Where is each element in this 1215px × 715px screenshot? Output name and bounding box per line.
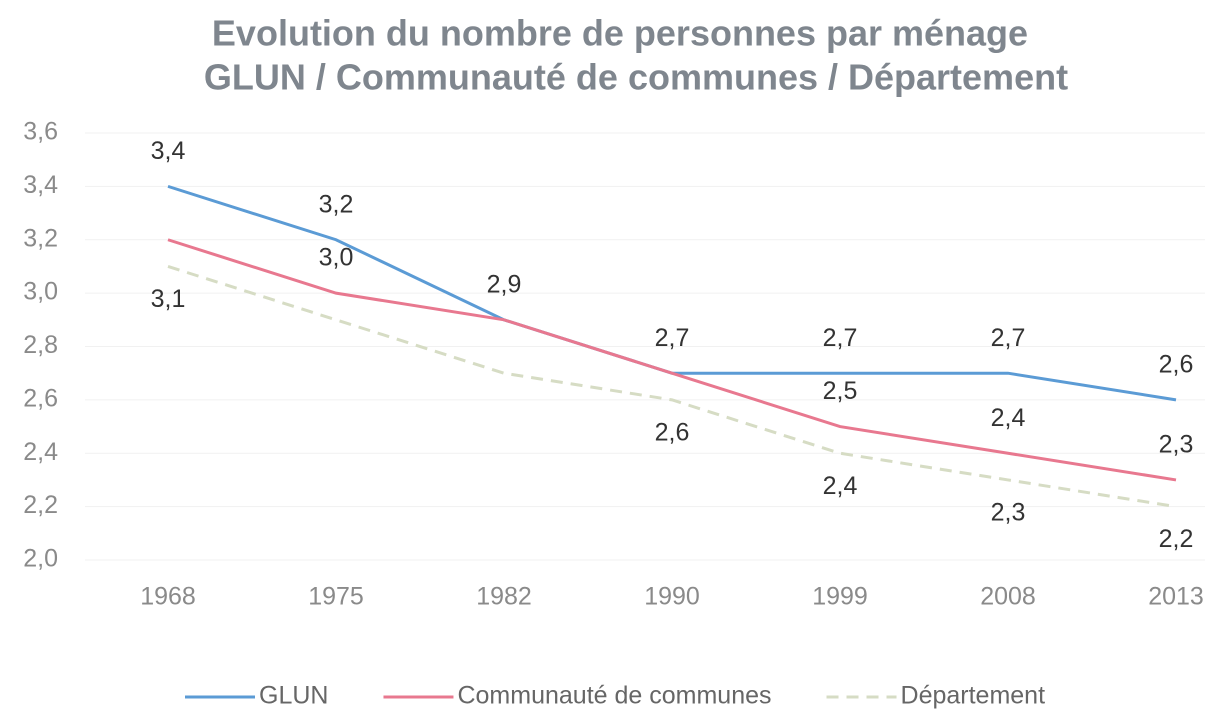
line-series [167,265,1177,509]
y-tick-label: 2,2 [23,491,58,519]
y-tick-label: 3,6 [23,118,58,146]
y-tick-label: 2,8 [23,331,58,359]
y-tick-label: 2,0 [23,545,58,573]
chart-subtitle: GLUN / Communauté de communes / Départem… [204,57,1068,98]
y-tick-label: 3,4 [23,171,58,199]
y-tick-label: 3,2 [23,224,58,252]
data-label: 2,2 [1159,525,1194,553]
data-label: 2,7 [991,324,1026,352]
data-label: 2,6 [655,418,690,446]
data-label: 2,9 [487,270,522,298]
line-series [167,238,1177,482]
x-tick-label: 1999 [812,583,868,611]
data-label: 2,7 [823,324,858,352]
data-label: 2,4 [991,404,1026,432]
data-label: 3,0 [319,244,354,272]
x-tick-label: 1975 [308,583,364,611]
chart-title: Evolution du nombre de personnes par mén… [212,13,1028,54]
data-label: 2,6 [1159,350,1194,378]
legend-label: GLUN [259,682,328,710]
x-tick-label: 2008 [980,583,1036,611]
legend-label: Département [901,682,1046,710]
y-tick-label: 2,6 [23,384,58,412]
data-label: 2,7 [655,324,690,352]
x-tick-label: 2013 [1148,583,1204,611]
y-tick-label: 3,0 [23,278,58,306]
x-tick-label: 1968 [140,583,196,611]
data-label: 2,3 [1159,431,1194,459]
x-tick-label: 1982 [476,583,532,611]
legend-label: Communauté de communes [457,682,771,710]
data-label: 2,5 [823,377,858,405]
data-label: 2,3 [991,499,1026,527]
data-label: 3,1 [151,285,186,313]
data-label: 3,4 [151,137,186,165]
data-label: 3,2 [319,190,354,218]
x-tick-label: 1990 [644,583,700,611]
data-label: 2,4 [823,472,858,500]
y-tick-label: 2,4 [23,438,58,466]
